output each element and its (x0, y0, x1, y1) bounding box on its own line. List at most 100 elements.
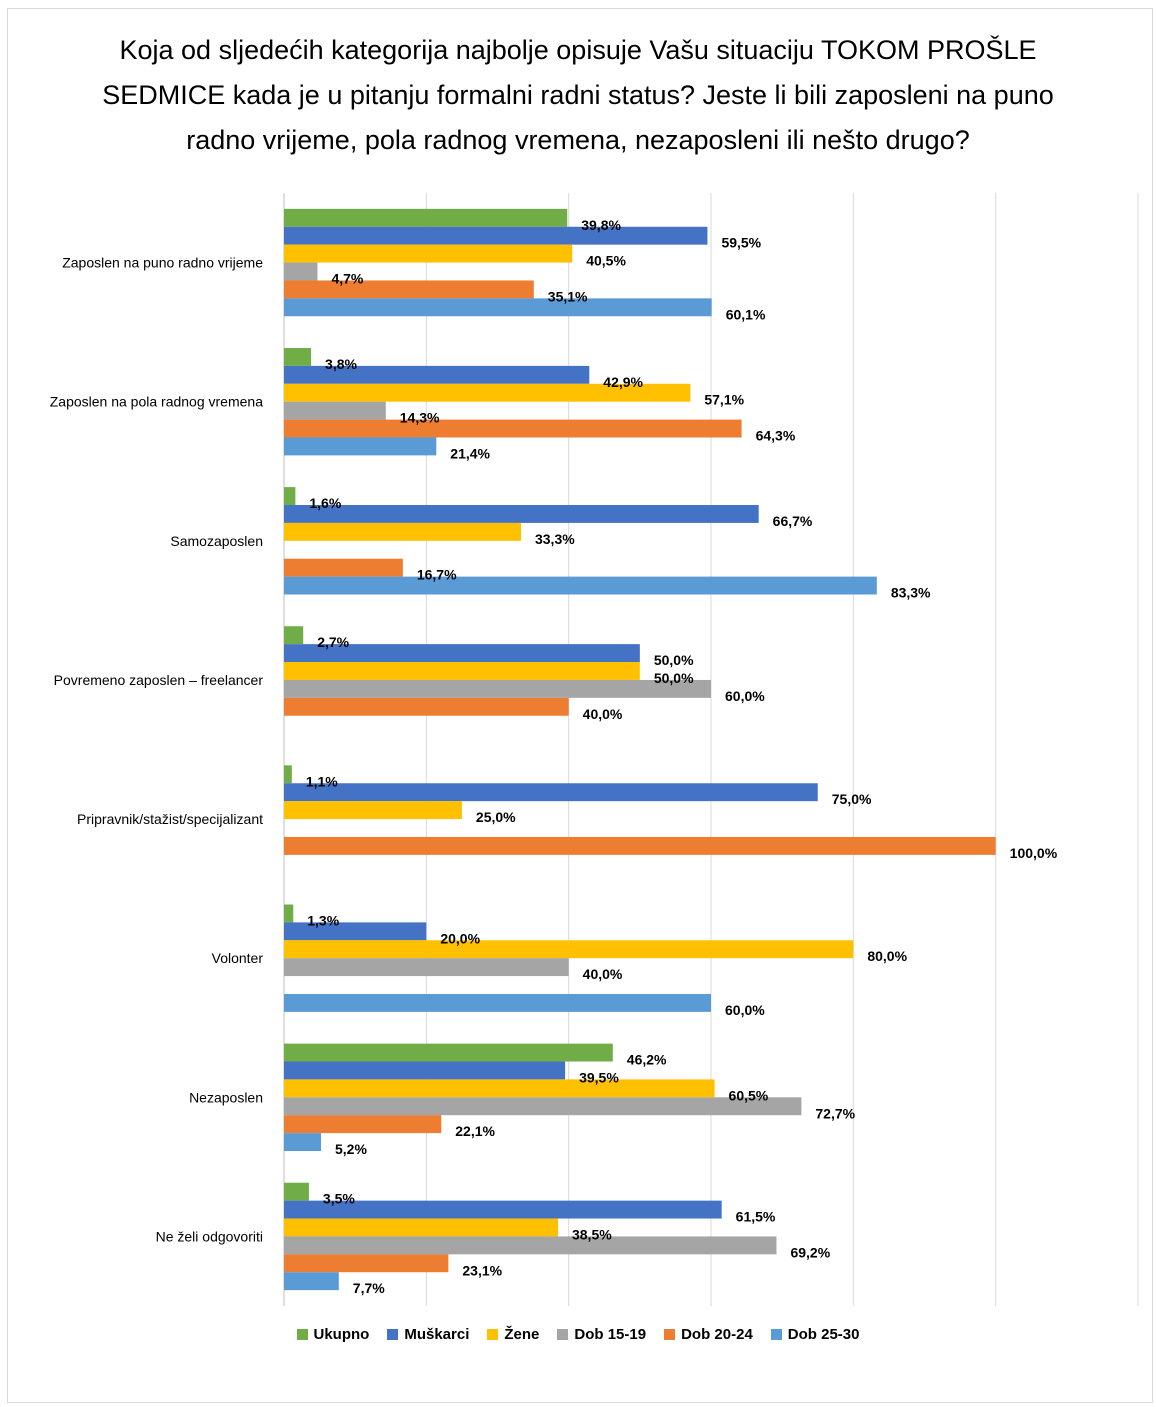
bar (284, 801, 462, 820)
bar (284, 1236, 777, 1255)
data-label: 21,4% (450, 445, 490, 461)
chart-title-line-1: Koja od sljedećih kategorija najbolje op… (119, 35, 1037, 65)
legend-label: Dob 15-19 (574, 1326, 647, 1343)
data-label: 75,0% (832, 791, 872, 807)
category-labels: Zaposlen na puno radno vrijeme Zaposlen n… (50, 255, 264, 1245)
data-label: 3,8% (325, 356, 357, 372)
bar (284, 1218, 558, 1237)
bar (284, 1272, 339, 1291)
bar (284, 644, 640, 663)
category-label: Povremeno zaposlen – freelancer (54, 672, 264, 688)
data-label: 50,0% (654, 652, 694, 668)
legend-swatch (487, 1329, 499, 1340)
data-label: 39,8% (581, 217, 621, 233)
data-label: 72,7% (815, 1105, 855, 1121)
legend-swatch (296, 1329, 308, 1340)
data-label: 42,9% (603, 374, 643, 390)
bars (284, 208, 996, 1291)
data-label: 7,7% (353, 1280, 385, 1296)
bar (284, 437, 437, 456)
data-label: 14,3% (400, 410, 440, 426)
category-label: Nezaposlen (189, 1089, 263, 1105)
legend-swatch (664, 1329, 676, 1340)
bar (284, 487, 296, 506)
legend-item: Ukupno (296, 1326, 369, 1343)
legend-label: Muškarci (404, 1326, 470, 1343)
chart-title-line-3: radno vrijeme, pola radnog vremena, neza… (186, 125, 970, 155)
data-label: 1,1% (306, 773, 338, 789)
data-label: 50,0% (654, 670, 694, 686)
bar (284, 765, 292, 784)
category-label: Volonter (212, 950, 264, 966)
bar (284, 576, 877, 595)
category-label: Zaposlen na pola radnog vremena (50, 394, 263, 410)
bar (284, 1133, 322, 1152)
bar (284, 298, 712, 317)
bar (284, 208, 568, 227)
legend-swatch (770, 1329, 782, 1340)
data-label: 22,1% (455, 1123, 495, 1139)
data-label: 2,7% (317, 634, 349, 650)
data-label: 20,0% (440, 930, 480, 946)
bar (284, 383, 691, 402)
category-label: Ne želi odgovoriti (156, 1228, 263, 1244)
bar (284, 226, 708, 245)
bar (284, 1115, 442, 1134)
data-label: 38,5% (572, 1226, 612, 1242)
bar (284, 558, 403, 577)
data-label: 23,1% (462, 1262, 502, 1278)
bar (284, 505, 759, 523)
bar (284, 662, 640, 680)
data-label: 57,1% (704, 392, 744, 408)
chart-title: Koja od sljedećih kategorija najbolje op… (0, 28, 1156, 163)
bar (284, 1254, 449, 1273)
gridlines (283, 193, 1139, 1306)
legend-item: Dob 15-19 (557, 1326, 646, 1343)
bar (284, 522, 521, 541)
bar (284, 836, 996, 855)
bar (284, 958, 569, 977)
data-label: 61,5% (736, 1209, 776, 1225)
bar (284, 280, 534, 299)
data-label: 4,7% (331, 271, 363, 287)
legend-swatch (557, 1329, 569, 1340)
data-label: 64,3% (756, 428, 796, 444)
bar (284, 904, 294, 923)
data-label: 60,0% (725, 688, 765, 704)
bar (284, 1043, 613, 1062)
data-label: 33,3% (535, 531, 575, 547)
data-label: 16,7% (417, 567, 457, 583)
bar (284, 244, 573, 263)
category-label: Pripravnik/stažist/specijalizant (77, 811, 263, 827)
legend-item: Muškarci (387, 1326, 469, 1343)
data-label: 40,0% (583, 706, 623, 722)
value-labels: 39,8% 59,5% 40,5% 4,7% 35,1% 60,1% 3,8% 42,9% 57… (306, 217, 1058, 1296)
bar (284, 922, 427, 941)
data-label: 35,1% (548, 288, 588, 304)
data-label: 1,6% (309, 495, 341, 511)
bar (284, 993, 711, 1012)
bar (284, 1097, 802, 1116)
data-label: 60,5% (729, 1087, 769, 1103)
data-label: 39,5% (579, 1069, 619, 1085)
bar (284, 626, 304, 645)
data-label: 1,3% (307, 912, 339, 928)
legend-label: Dob 25-30 (787, 1326, 860, 1343)
bar (284, 697, 569, 716)
bar (284, 262, 318, 281)
legend-item: Dob 25-30 (770, 1326, 860, 1343)
data-label: 40,0% (583, 966, 623, 982)
bar (284, 940, 854, 959)
data-label: 60,1% (726, 306, 766, 322)
bar (284, 1061, 566, 1080)
bar (284, 401, 386, 420)
legend-item: Žene (487, 1326, 539, 1343)
data-label: 60,0% (725, 1002, 765, 1018)
bar (284, 419, 742, 438)
chart-title-line-2: SEDMICE kada je u pitanju formalni radni… (102, 80, 1054, 110)
data-label: 66,7% (773, 513, 813, 529)
bar (284, 365, 590, 384)
bar (284, 1182, 309, 1201)
legend: Ukupno Muškarci Žene Dob 15-19 Dob 20-24 Dob … (0, 1326, 1156, 1344)
